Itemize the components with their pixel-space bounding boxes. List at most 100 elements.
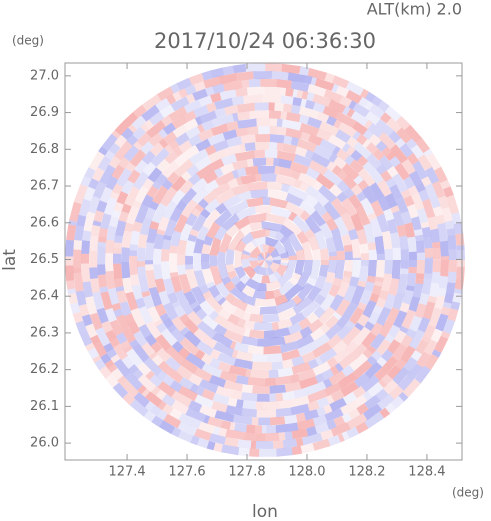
echo-cell bbox=[95, 327, 111, 347]
echo-cell bbox=[385, 151, 396, 161]
echo-cell bbox=[415, 273, 425, 280]
echo-cell bbox=[455, 233, 465, 246]
echo-cell bbox=[142, 161, 157, 177]
echo-cell bbox=[238, 447, 250, 457]
echo-cell bbox=[84, 167, 96, 180]
echo-cell bbox=[109, 191, 120, 200]
echo-cell bbox=[403, 176, 415, 189]
echo-cell bbox=[225, 405, 243, 416]
echo-cell bbox=[424, 353, 439, 370]
echo-cell bbox=[332, 146, 341, 156]
echo-cell bbox=[236, 176, 243, 186]
echo-cell bbox=[296, 89, 304, 99]
echo-cell bbox=[147, 306, 162, 323]
echo-cell bbox=[425, 257, 433, 260]
echo-cell bbox=[353, 174, 364, 185]
echo-cell bbox=[206, 440, 216, 451]
echo-cell bbox=[214, 97, 234, 110]
echo-cell bbox=[308, 133, 323, 146]
echo-cell bbox=[347, 413, 368, 430]
echo-cell bbox=[270, 205, 292, 219]
echo-cell bbox=[85, 342, 95, 352]
echo-cell bbox=[276, 79, 293, 89]
echo-cell bbox=[304, 149, 314, 160]
y-tick-label: 26.4 bbox=[30, 289, 59, 304]
echo-cell bbox=[423, 324, 436, 340]
echo-cell bbox=[210, 67, 225, 79]
echo-cell bbox=[105, 373, 119, 388]
echo-cell bbox=[108, 216, 119, 228]
echo-cell bbox=[137, 261, 146, 267]
echo-cell bbox=[298, 114, 310, 125]
echo-cell bbox=[169, 245, 179, 254]
echo-cell bbox=[140, 140, 154, 155]
echo-cell bbox=[201, 268, 214, 285]
echo-cell bbox=[336, 324, 352, 340]
echo-cell bbox=[138, 324, 152, 339]
echo-cell bbox=[356, 133, 368, 146]
echo-cell bbox=[324, 315, 339, 330]
echo-cell bbox=[277, 367, 294, 378]
echo-cell bbox=[113, 358, 131, 378]
echo-cell bbox=[388, 324, 401, 338]
echo-cell bbox=[358, 97, 369, 108]
echo-cell bbox=[141, 342, 155, 357]
echo-cell bbox=[278, 432, 286, 441]
echo-cell bbox=[209, 433, 226, 445]
echo-cell bbox=[113, 308, 124, 318]
echo-cell bbox=[371, 284, 382, 296]
echo-cell bbox=[397, 273, 409, 294]
echo-cell bbox=[289, 276, 300, 287]
echo-cell bbox=[229, 422, 236, 431]
echo-cell bbox=[242, 311, 251, 321]
echo-cell bbox=[178, 88, 188, 99]
echo-cell bbox=[232, 112, 239, 122]
echo-cell bbox=[228, 365, 247, 377]
echo-cell bbox=[143, 119, 154, 130]
echo-cell bbox=[213, 139, 229, 152]
echo-cell bbox=[364, 281, 375, 292]
echo-cell bbox=[403, 195, 415, 207]
echo-cell bbox=[262, 401, 280, 410]
echo-cell bbox=[332, 311, 342, 321]
echo-cell bbox=[241, 335, 258, 347]
echo-cell bbox=[262, 197, 271, 205]
echo-cell bbox=[127, 169, 141, 184]
echo-cell bbox=[269, 197, 289, 209]
echo-cell bbox=[196, 225, 210, 241]
echo-cell bbox=[368, 249, 377, 260]
echo-cell bbox=[217, 251, 226, 264]
echo-cell bbox=[254, 149, 265, 158]
echo-cell bbox=[227, 270, 238, 280]
echo-cell bbox=[318, 306, 336, 325]
echo-cell bbox=[329, 294, 345, 312]
echo-cell bbox=[271, 361, 284, 371]
echo-cell bbox=[144, 333, 157, 347]
echo-cell bbox=[454, 288, 463, 295]
echo-cell bbox=[396, 224, 407, 237]
echo-cell bbox=[415, 138, 430, 154]
echo-cell bbox=[379, 407, 391, 419]
echo-cell bbox=[204, 198, 221, 214]
echo-cell bbox=[254, 141, 270, 151]
echo-cell bbox=[285, 260, 297, 278]
echo-cell bbox=[297, 418, 316, 431]
echo-cell bbox=[148, 111, 165, 126]
echo-cell bbox=[319, 348, 338, 364]
echo-cell bbox=[262, 94, 282, 104]
echo-cell bbox=[292, 295, 303, 306]
echo-cell bbox=[440, 306, 451, 316]
echo-cell bbox=[276, 264, 289, 277]
echo-cell bbox=[149, 405, 162, 417]
echo-cell bbox=[137, 374, 157, 393]
echo-cell bbox=[140, 123, 150, 133]
echo-cell bbox=[265, 63, 283, 72]
echo-cell bbox=[241, 392, 258, 402]
echo-cell bbox=[321, 370, 331, 381]
echo-cell bbox=[440, 240, 449, 257]
echo-cell bbox=[337, 281, 350, 298]
echo-cell bbox=[151, 354, 164, 367]
echo-cell bbox=[252, 290, 266, 300]
echo-cell bbox=[264, 149, 278, 159]
echo-cell bbox=[148, 132, 164, 147]
